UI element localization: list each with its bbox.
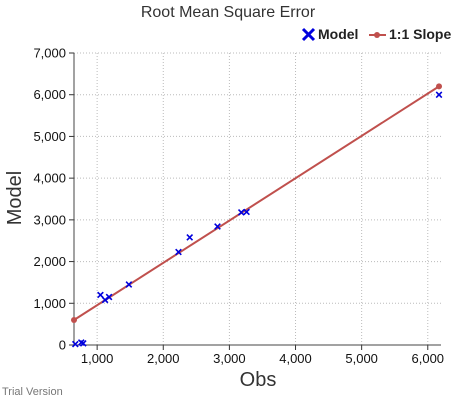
model-point	[71, 340, 79, 348]
model-point	[105, 293, 113, 301]
x-axis-label: Obs	[240, 369, 277, 391]
model-point	[125, 281, 133, 288]
legend-label-model: Model	[318, 26, 358, 42]
tick-labels: 1,000 2,000 3,000 4,000 5,000 6,000 0 1,000 2,00…	[33, 46, 444, 367]
y-tick-label: 0	[59, 338, 66, 353]
legend-item-model[interactable]: Model	[301, 26, 358, 42]
y-tick-label: 5,000	[33, 129, 66, 144]
x-tick-label: 6,000	[412, 351, 445, 366]
y-axis-label: Model	[4, 171, 26, 225]
legend-dot-icon	[374, 32, 380, 38]
x-tick-label: 2,000	[147, 351, 180, 366]
slope-endpoint	[71, 316, 77, 323]
y-tick-label: 6,000	[33, 87, 66, 102]
series-layer	[71, 83, 443, 348]
model-point	[243, 208, 250, 216]
y-tick-label: 3,000	[33, 212, 66, 227]
axes	[69, 52, 441, 350]
slope-endpoint	[436, 83, 443, 90]
model-point	[435, 91, 443, 99]
grid	[74, 52, 441, 345]
slope-line	[73, 85, 440, 321]
model-point	[237, 208, 245, 216]
x-tick-label: 1,000	[81, 351, 114, 366]
legend[interactable]: Model 1:1 Slope	[301, 26, 451, 42]
model-point	[97, 291, 104, 299]
model-point	[175, 248, 182, 256]
x-tick-label: 5,000	[345, 351, 378, 366]
watermark: Trial Version	[2, 386, 63, 398]
legend-item-slope[interactable]: 1:1 Slope	[369, 26, 451, 42]
y-tick-label: 7,000	[33, 46, 66, 61]
y-tick-label: 1,000	[33, 296, 66, 311]
y-tick-label: 4,000	[33, 171, 66, 186]
model-point	[214, 223, 221, 230]
x-tick-label: 4,000	[279, 351, 312, 366]
model-point	[186, 234, 194, 241]
chart-title: Root Mean Square Error	[141, 4, 316, 21]
legend-x-marker-icon	[301, 27, 316, 42]
y-tick-label: 2,000	[33, 254, 66, 269]
legend-label-slope: 1:1 Slope	[389, 26, 451, 42]
model-point	[79, 339, 87, 347]
x-tick-label: 3,000	[213, 351, 246, 366]
